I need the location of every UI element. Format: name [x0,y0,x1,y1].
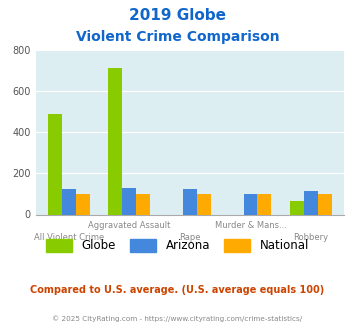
Text: © 2025 CityRating.com - https://www.cityrating.com/crime-statistics/: © 2025 CityRating.com - https://www.city… [53,315,302,322]
Bar [304,191,318,214]
Text: Rape: Rape [179,234,201,243]
Bar [244,194,257,214]
Text: Compared to U.S. average. (U.S. average equals 100): Compared to U.S. average. (U.S. average … [31,285,324,295]
Text: All Violent Crime: All Violent Crime [34,234,104,243]
Bar [122,188,136,214]
Text: Violent Crime Comparison: Violent Crime Comparison [76,30,279,44]
Bar [290,201,304,214]
Bar [62,189,76,214]
Bar [197,194,211,214]
Bar [183,189,197,214]
Bar [136,194,150,214]
Text: Aggravated Assault: Aggravated Assault [88,221,170,230]
Text: Robbery: Robbery [294,234,329,243]
Bar [109,68,122,214]
Text: 2019 Globe: 2019 Globe [129,8,226,23]
Legend: Globe, Arizona, National: Globe, Arizona, National [46,239,309,252]
Text: Murder & Mans...: Murder & Mans... [214,221,286,230]
Bar [318,194,332,214]
Bar [76,194,90,214]
Bar [257,194,271,214]
Bar [48,115,62,214]
